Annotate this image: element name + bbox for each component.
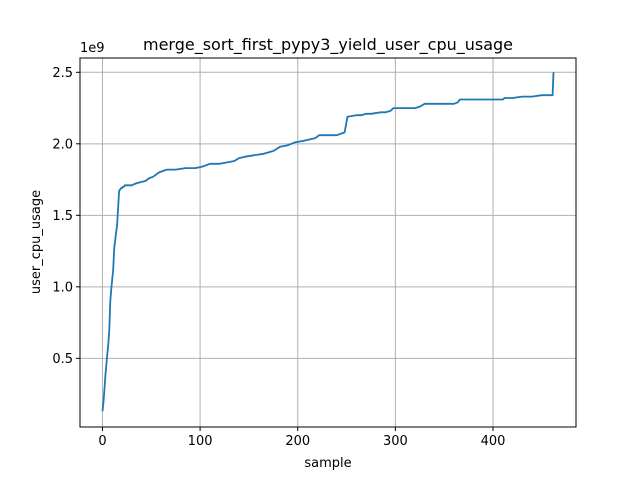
y-tick-label: 2.5 xyxy=(52,66,73,81)
y-tick-label: 2.0 xyxy=(52,137,73,152)
series-layer xyxy=(101,72,555,412)
y-tick-label: 1.0 xyxy=(52,280,73,295)
y-axis-label: user_cpu_usage xyxy=(29,190,44,294)
x-tick-label: 0 xyxy=(98,434,106,449)
x-axis-label: sample xyxy=(304,456,351,471)
x-tick-label: 400 xyxy=(481,434,506,449)
axis-ticks: 0 100 200 300 400 0.5 1.0 1.5 2.0 2.5 xyxy=(52,66,505,449)
x-tick-label: 100 xyxy=(188,434,213,449)
chart-title: merge_sort_first_pypy3_yield_user_cpu_us… xyxy=(143,35,513,55)
x-tick-label: 200 xyxy=(285,434,310,449)
y-offset-label: 1e9 xyxy=(80,41,105,56)
series-line xyxy=(101,72,555,412)
grid-lines xyxy=(80,58,576,427)
y-tick-label: 0.5 xyxy=(52,352,73,367)
y-tick-label: 1.5 xyxy=(52,209,73,224)
plot-frame xyxy=(79,57,577,428)
x-tick-label: 300 xyxy=(383,434,408,449)
